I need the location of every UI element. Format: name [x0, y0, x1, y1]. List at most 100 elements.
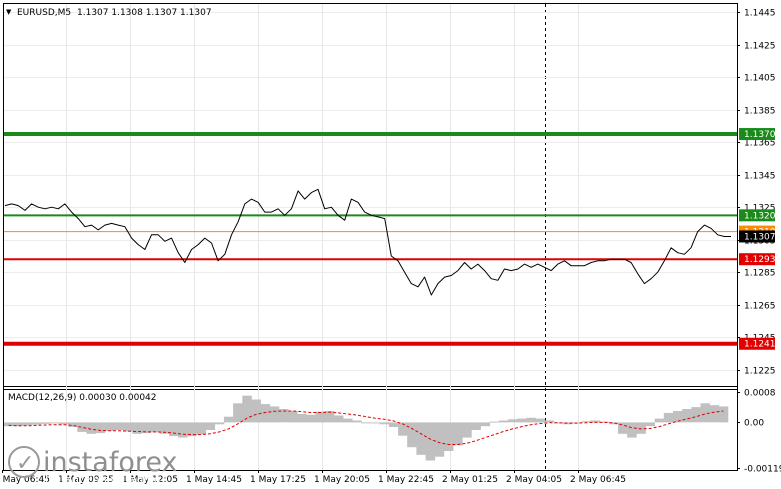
- current-price-tag: [739, 230, 775, 243]
- price-level-tag: [739, 253, 775, 266]
- macd-bar: [443, 422, 454, 451]
- macd-bar: [123, 422, 133, 432]
- logo-mark: ✓: [16, 451, 34, 476]
- macd-bar: [86, 422, 96, 434]
- macd-bar: [673, 411, 683, 423]
- macd-bar: [59, 422, 69, 425]
- macd-bar: [13, 422, 23, 427]
- macd-bar: [288, 411, 298, 423]
- macd-bar: [260, 404, 271, 423]
- price-panel-frame: [3, 3, 738, 471]
- macd-bar: [627, 422, 637, 438]
- price-levels: [4, 132, 737, 346]
- y-tick-label: 1.1225: [744, 367, 776, 377]
- macd-bar: [315, 411, 326, 423]
- macd-bar: [187, 422, 197, 437]
- macd-bar: [544, 420, 555, 423]
- macd-bar: [68, 422, 78, 427]
- y-tick-label: 1.1265: [744, 302, 776, 312]
- macd-bar: [654, 418, 665, 423]
- macd-bar: [196, 422, 206, 435]
- macd-bar: [645, 422, 655, 427]
- macd-bar: [407, 422, 417, 448]
- macd-axis-labels: 0.0008 0.00 -0.00119: [737, 389, 781, 475]
- macd-bar: [333, 415, 344, 423]
- price-level-tag-label: 1.1241: [744, 340, 776, 350]
- macd-bar: [508, 419, 518, 423]
- y-tick-label: 1.1365: [744, 139, 776, 149]
- macd-bar: [517, 418, 527, 423]
- macd-bar: [663, 412, 674, 423]
- macd-bar: [150, 422, 161, 433]
- price-level-tag-label: 1.1370: [744, 130, 776, 140]
- price-level-tag: [739, 209, 775, 222]
- vertical-gridlines: [66, 4, 579, 470]
- macd-bar: [251, 399, 261, 423]
- price-level-tag-label: 1.1320: [744, 211, 776, 221]
- x-tick-label: 1 May 20:05: [314, 475, 370, 485]
- macd-bar: [242, 395, 252, 423]
- macd-bar: [233, 403, 243, 423]
- x-tick-label: 1 May 22:45: [378, 475, 434, 485]
- chart-menu-arrow-icon[interactable]: ▼: [6, 8, 12, 16]
- macd-bar: [553, 422, 564, 424]
- x-tick-label: 1 May 06:45: [0, 475, 50, 485]
- macd-bar: [22, 422, 32, 426]
- macd-bar: [535, 418, 545, 423]
- macd-bar: [4, 422, 14, 427]
- macd-bar: [361, 422, 371, 424]
- horizontal-gridlines: [4, 12, 737, 371]
- macd-bar: [590, 420, 600, 423]
- macd-bar: [77, 422, 87, 432]
- macd-bar: [608, 422, 619, 425]
- macd-bar: [141, 422, 151, 434]
- macd-bar: [462, 422, 472, 438]
- macd-bar: [416, 422, 426, 455]
- macd-bar: [498, 420, 509, 423]
- instaforex-logo: ✓ instaforex Instant Forex Trading: [8, 446, 177, 486]
- macd-bar: [223, 416, 234, 423]
- y-tick-label: 1.1425: [744, 42, 776, 52]
- logo-brand: instaforex: [43, 447, 177, 478]
- macd-tick-label: 0.00: [744, 419, 764, 429]
- macd-bar: [489, 421, 500, 423]
- macd-bar: [563, 422, 573, 425]
- price-series-group: [4, 188, 731, 296]
- macd-bar: [306, 414, 316, 423]
- macd-bar: [388, 422, 399, 427]
- current-price-tag-label: 1.1307: [744, 232, 776, 242]
- macd-bar: [618, 422, 628, 434]
- macd-tick-label: 0.0008: [744, 389, 776, 399]
- macd-bar: [453, 422, 463, 446]
- y-tick-label: 1.1345: [744, 172, 776, 182]
- price-level-tag: [739, 128, 775, 141]
- macd-bar: [269, 406, 280, 423]
- price-series-line: [4, 188, 731, 296]
- macd-bar: [169, 422, 179, 437]
- macd-bar: [178, 422, 188, 438]
- macd-bar: [471, 422, 481, 430]
- macd-bar: [581, 421, 591, 423]
- x-tick-label: 1 May 17:25: [250, 475, 306, 485]
- y-tick-label: 1.1285: [744, 269, 776, 279]
- macd-bar: [682, 409, 692, 423]
- macd-bar: [636, 422, 646, 434]
- macd-tick-label: -0.00119: [744, 465, 781, 475]
- macd-bar: [114, 422, 124, 430]
- logo-tagline: Instant Forex Trading: [45, 473, 161, 486]
- macd-bar: [40, 422, 51, 424]
- macd-bar: [700, 403, 710, 423]
- macd-histogram: [4, 395, 729, 461]
- logo-circle: [8, 446, 40, 478]
- macd-bar: [398, 422, 408, 436]
- macd-bar: [104, 422, 115, 431]
- macd-bar: [214, 422, 225, 425]
- y-tick-label: 1.1405: [744, 74, 776, 84]
- macd-bar: [95, 422, 106, 434]
- y-tick-label: 1.1325: [744, 204, 776, 214]
- macd-bar: [709, 405, 720, 423]
- macd-bar: [526, 417, 536, 423]
- macd-bar: [379, 422, 390, 425]
- symbol-timeframe: EURUSD,M5: [17, 8, 71, 18]
